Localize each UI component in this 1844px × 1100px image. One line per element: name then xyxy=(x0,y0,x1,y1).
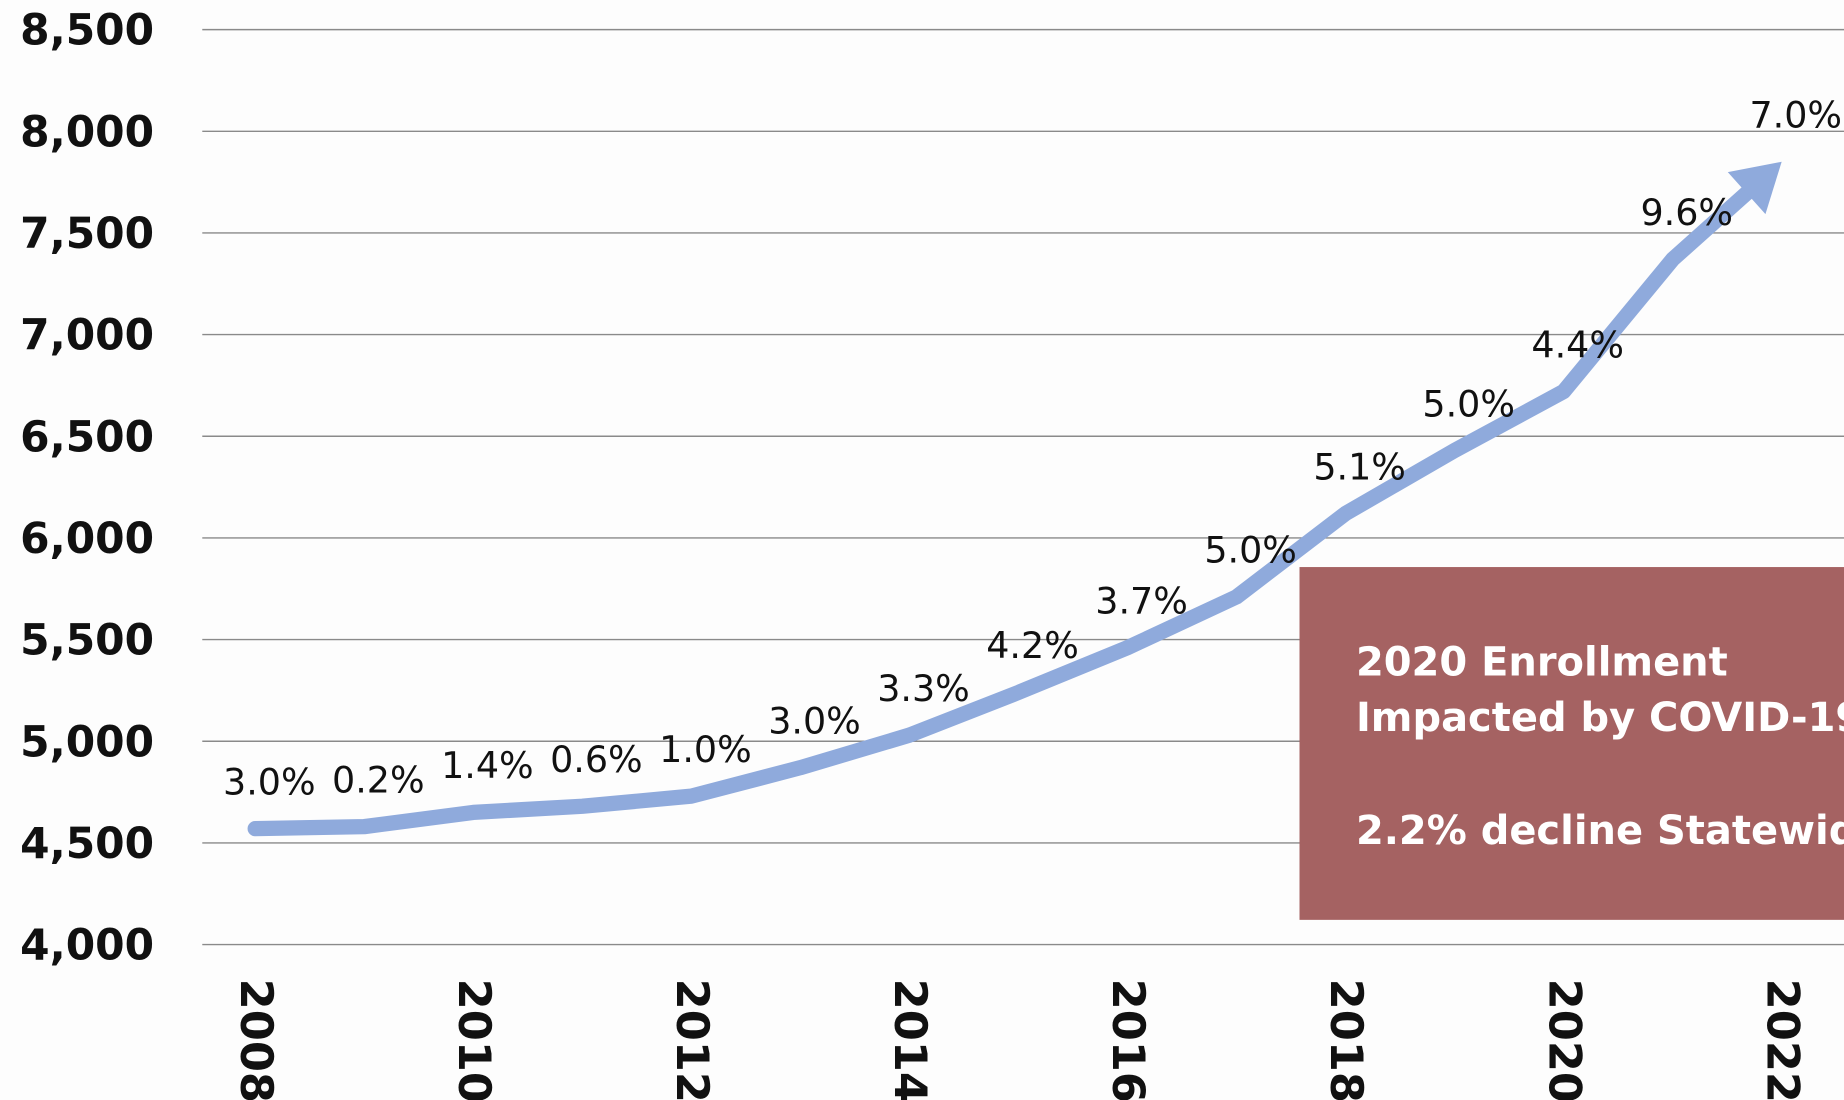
x-tick-label: 2022 xyxy=(1756,979,1808,1100)
data-label: 3.0% xyxy=(768,699,861,742)
data-label: 4.4% xyxy=(1531,323,1624,366)
data-label: 4.2% xyxy=(986,624,1079,667)
x-tick-label: 2012 xyxy=(666,979,718,1100)
data-label: 0.6% xyxy=(550,738,643,781)
data-label: 3.3% xyxy=(877,667,970,710)
y-tick-label: 8,500 xyxy=(20,6,154,55)
y-tick-label: 4,500 xyxy=(20,819,154,868)
data-label: 3.0% xyxy=(223,760,316,803)
data-label: 5.0% xyxy=(1204,529,1297,572)
annotation-text: 2020 Enrollment xyxy=(1356,640,1728,686)
arrow-head xyxy=(1727,161,1782,215)
data-label: 7.0% xyxy=(1749,94,1842,137)
x-tick-label: 2016 xyxy=(1102,979,1154,1100)
x-tick-label: 2008 xyxy=(230,979,282,1100)
data-label: 1.4% xyxy=(441,744,534,787)
annotation-text: 2.2% decline Statewide xyxy=(1356,808,1844,854)
data-label: 0.2% xyxy=(332,758,425,801)
data-line xyxy=(247,185,1755,837)
x-tick-label: 2010 xyxy=(448,979,500,1100)
y-tick-label: 7,500 xyxy=(20,209,154,258)
annotation-text: Impacted by COVID-19 xyxy=(1356,695,1844,741)
data-label: 1.0% xyxy=(659,728,752,771)
y-tick-label: 5,500 xyxy=(20,616,154,665)
data-label: 3.7% xyxy=(1095,580,1188,623)
data-label: 5.0% xyxy=(1422,382,1515,425)
data-label: 5.1% xyxy=(1313,445,1406,488)
y-tick-label: 4,000 xyxy=(20,921,154,970)
y-tick-label: 8,000 xyxy=(20,107,154,156)
annotation-box xyxy=(1299,567,1844,920)
y-tick-label: 7,000 xyxy=(20,311,154,360)
data-label: 9.6% xyxy=(1640,191,1733,234)
y-tick-label: 6,000 xyxy=(20,514,154,563)
x-tick-label: 2014 xyxy=(884,979,936,1100)
y-tick-label: 6,500 xyxy=(20,412,154,461)
y-tick-label: 5,000 xyxy=(20,717,154,766)
x-tick-label: 2020 xyxy=(1538,979,1590,1100)
x-tick-label: 2018 xyxy=(1320,979,1372,1100)
